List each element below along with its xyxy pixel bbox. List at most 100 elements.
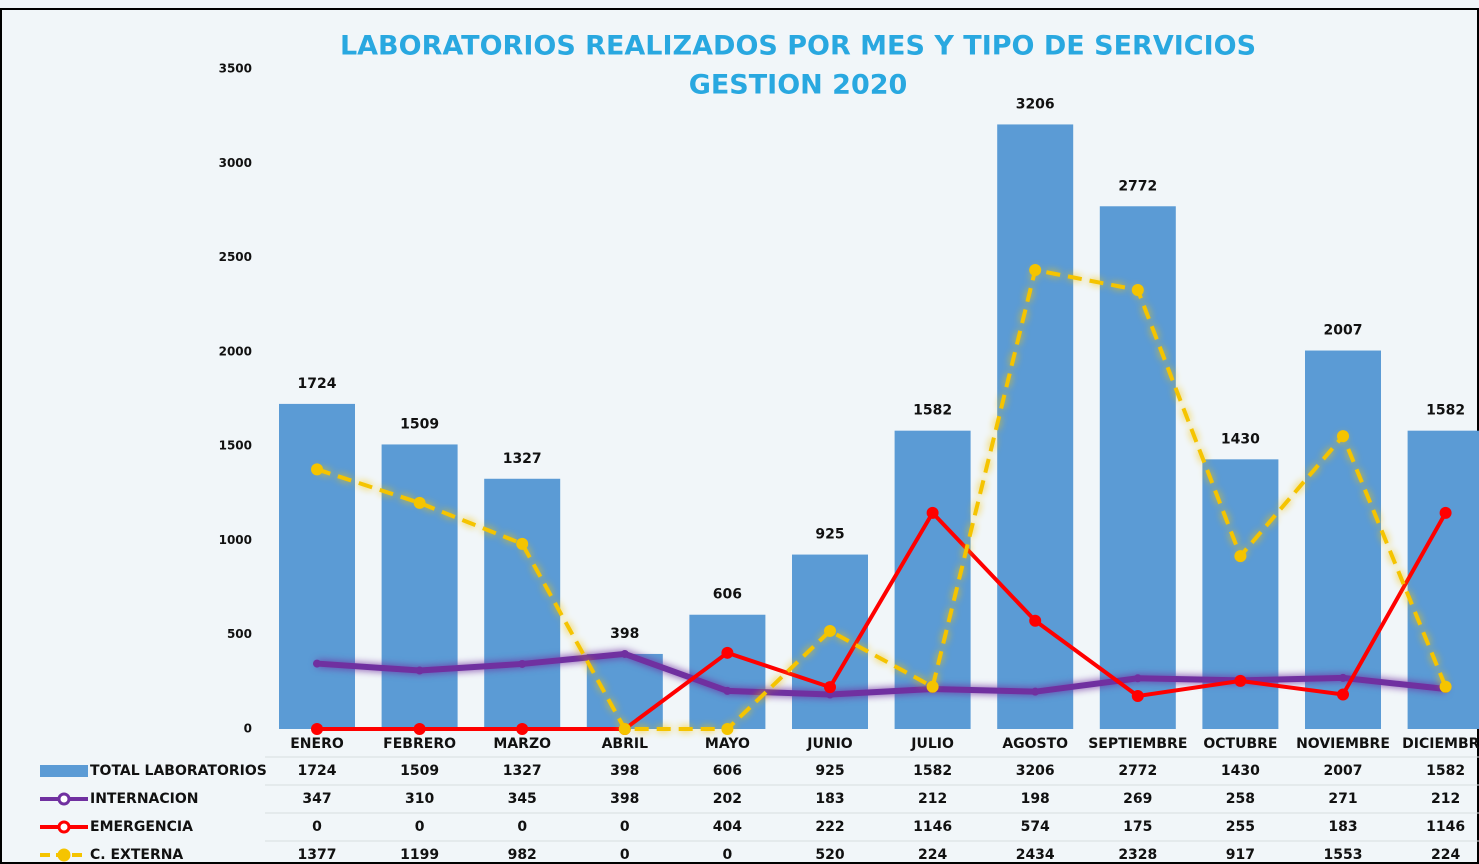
- series-marker: [518, 659, 527, 668]
- series-marker: [1439, 680, 1452, 693]
- table-cell: 269: [1123, 791, 1152, 807]
- table-cell: 925: [815, 763, 844, 779]
- series-marker: [618, 723, 631, 735]
- table-cell: 222: [815, 819, 844, 835]
- y-tick-label: 1500: [219, 439, 252, 453]
- bar: [1202, 459, 1279, 729]
- series-line: [316, 650, 1446, 698]
- table-cell: 2328: [1118, 847, 1157, 863]
- table-cell: 0: [723, 847, 733, 863]
- bar-value-label: 1582: [1426, 403, 1465, 419]
- series-marker: [415, 666, 424, 675]
- x-tick-label: ENERO: [290, 736, 344, 752]
- table-cell: 0: [312, 819, 322, 835]
- series-marker: [1234, 674, 1247, 687]
- table-cell: 982: [508, 847, 537, 863]
- chart-subtitle: GESTION 2020: [689, 70, 908, 101]
- table-cell: 198: [1021, 791, 1050, 807]
- y-tick-label: 0: [244, 722, 252, 736]
- table-cell: 175: [1123, 819, 1152, 835]
- series-marker: [1337, 430, 1349, 443]
- table-cell: 398: [610, 763, 639, 779]
- bar-value-label: 398: [610, 626, 639, 642]
- y-tick-label: 500: [227, 627, 252, 641]
- table-cell: 520: [815, 847, 844, 863]
- bar: [381, 444, 458, 729]
- bar-value-label: 1327: [503, 451, 542, 467]
- legend-label: TOTAL LABORATORIOS: [90, 763, 267, 779]
- table-cell: 224: [918, 847, 947, 863]
- series-marker: [1031, 687, 1040, 696]
- series-line: [317, 509, 1448, 731]
- y-tick-label: 2000: [219, 344, 252, 358]
- bar: [997, 124, 1074, 729]
- bar-value-label: 1430: [1221, 431, 1260, 447]
- table-cell: 3206: [1016, 763, 1055, 779]
- bar: [279, 403, 355, 729]
- series-marker: [1133, 674, 1142, 683]
- series-marker: [1029, 614, 1042, 627]
- series-marker: [1029, 264, 1042, 277]
- bar-value-label: 2772: [1118, 178, 1157, 194]
- x-tick-label: MARZO: [493, 736, 551, 752]
- x-tick-label: NOVIEMBRE: [1296, 736, 1390, 752]
- series-marker: [413, 723, 426, 735]
- table-cell: 212: [918, 791, 947, 807]
- x-tick-label: JULIO: [910, 736, 954, 752]
- legend-marker: [57, 792, 71, 806]
- table-cell: 345: [508, 791, 537, 807]
- table-cell: 1430: [1221, 763, 1260, 779]
- table-cell: 1509: [400, 763, 439, 779]
- y-tick-label: 3500: [219, 62, 252, 76]
- chart-title: LABORATORIOS REALIZADOS POR MES Y TIPO D…: [340, 31, 1256, 62]
- table-cell: 1553: [1324, 847, 1363, 863]
- table-cell: 224: [1431, 847, 1460, 863]
- bar: [1305, 350, 1381, 729]
- table-cell: 1582: [1426, 763, 1465, 779]
- bar-value-label: 1509: [400, 416, 439, 432]
- table-cell: 1724: [298, 763, 337, 779]
- series-marker: [721, 646, 734, 659]
- bar-value-label: 925: [815, 527, 844, 543]
- series-marker: [926, 506, 939, 519]
- legend-marker: [57, 848, 71, 862]
- x-tick-label: MAYO: [705, 736, 750, 752]
- bar-value-label: 1724: [298, 376, 337, 392]
- table-cell: 606: [713, 763, 742, 779]
- legend-label: EMERGENCIA: [90, 819, 193, 835]
- bar-value-label: 606: [713, 587, 742, 603]
- series-marker: [1131, 284, 1144, 297]
- series-marker: [1337, 688, 1349, 701]
- x-tick-label: AGOSTO: [1002, 736, 1068, 752]
- legend-label: C. EXTERNA: [90, 847, 183, 863]
- table-cell: 183: [815, 791, 844, 807]
- series-marker: [926, 680, 939, 693]
- bar: [484, 478, 561, 729]
- series-marker: [516, 723, 529, 735]
- y-tick-label: 2500: [219, 250, 252, 264]
- table-cell: 1199: [400, 847, 439, 863]
- x-tick-label: FEBRERO: [383, 736, 456, 752]
- series-marker: [311, 723, 323, 735]
- legend-label: INTERNACION: [90, 791, 198, 807]
- table-cell: 2772: [1118, 763, 1157, 779]
- x-tick-label: ABRIL: [602, 736, 648, 752]
- series-marker: [1339, 673, 1347, 682]
- bar-value-label: 1582: [913, 403, 952, 419]
- x-tick-label: SEPTIEMBRE: [1088, 736, 1187, 752]
- table-cell: 574: [1021, 819, 1050, 835]
- x-tick-label: JUNIO: [806, 736, 853, 752]
- table-cell: 1327: [503, 763, 542, 779]
- bar-value-label: 3206: [1016, 96, 1055, 112]
- table-cell: 347: [302, 791, 331, 807]
- series-marker: [313, 659, 321, 668]
- table-cell: 2007: [1324, 763, 1363, 779]
- series-marker: [721, 723, 734, 735]
- series-marker: [516, 537, 529, 550]
- table-cell: 0: [517, 819, 527, 835]
- series-marker: [1439, 506, 1452, 519]
- table-cell: 404: [713, 819, 742, 835]
- bar-value-label: 2007: [1324, 323, 1363, 339]
- table-cell: 271: [1328, 791, 1357, 807]
